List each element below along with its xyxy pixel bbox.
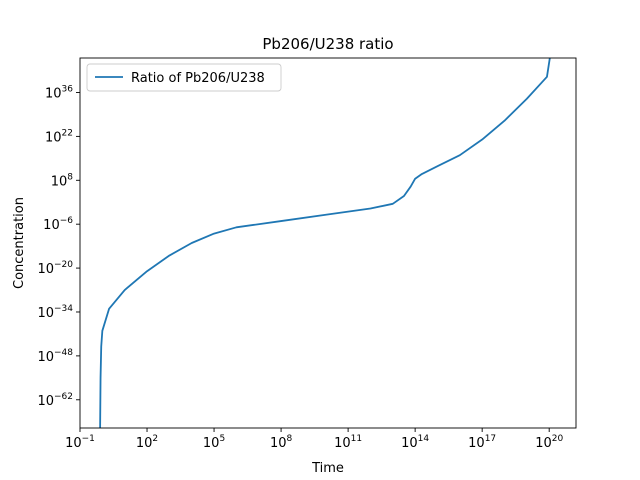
y-axis-label: Concentration xyxy=(12,197,27,289)
y-tick-label: 1022 xyxy=(45,128,73,145)
y-tick-label: 10−20 xyxy=(37,260,73,277)
y-tick-label: 10−6 xyxy=(43,216,73,233)
x-tick-label: 1020 xyxy=(535,434,563,451)
x-tick-label: 1017 xyxy=(468,434,496,451)
x-tick-label: 1014 xyxy=(401,434,429,451)
y-tick-label: 1036 xyxy=(45,84,73,101)
x-tick-label: 1011 xyxy=(334,434,362,451)
x-tick-label: 105 xyxy=(203,434,225,451)
y-tick-label: 10−34 xyxy=(37,304,73,321)
legend-entry-label: Ratio of Pb206/U238 xyxy=(131,71,265,86)
x-axis-label: Time xyxy=(311,461,344,476)
plot-area-frame xyxy=(79,57,577,429)
legend: Ratio of Pb206/U238 xyxy=(86,63,282,92)
chart-title: Pb206/U238 ratio xyxy=(262,35,393,53)
legend-box xyxy=(86,63,282,92)
x-tick-label: 108 xyxy=(270,434,293,451)
series-line-0 xyxy=(99,58,551,428)
y-tick-label: 10−48 xyxy=(37,348,73,365)
y-tick-label: 108 xyxy=(51,172,74,189)
x-tick-label: 102 xyxy=(136,434,158,451)
y-tick-label: 10−62 xyxy=(37,392,73,409)
x-tick-label: 10−1 xyxy=(65,434,95,451)
